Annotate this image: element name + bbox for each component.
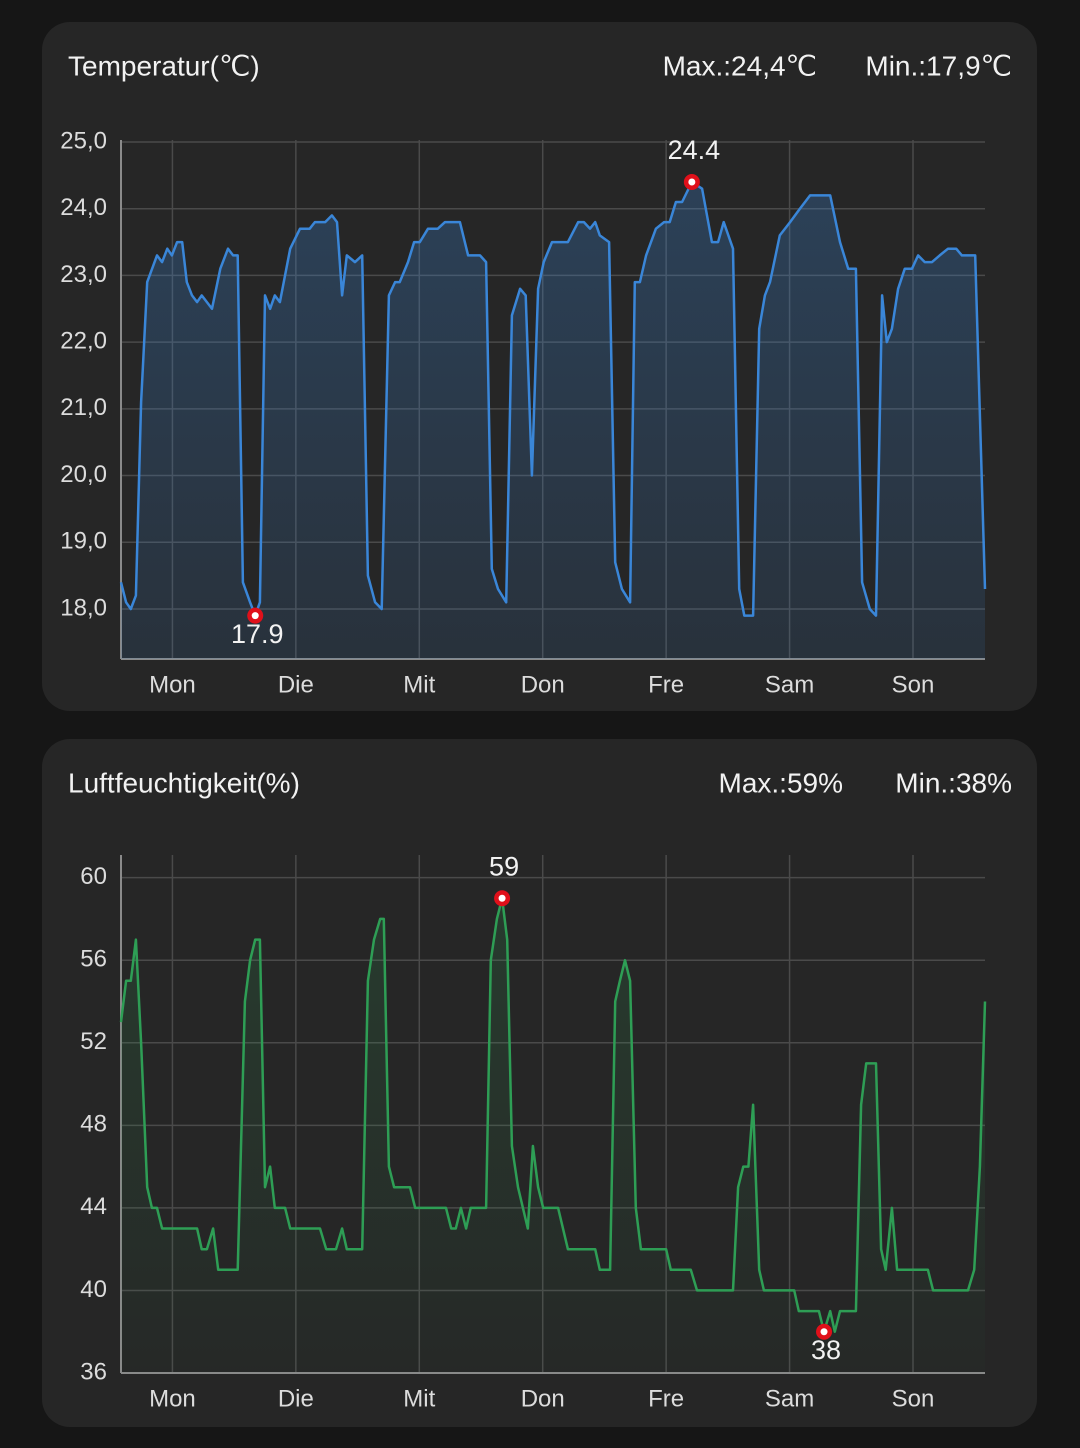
x-tick-label: Son: [892, 671, 935, 698]
y-tick-label: 18,0: [60, 594, 107, 621]
extreme-label: 38: [811, 1335, 841, 1365]
marker-center: [820, 1328, 828, 1336]
max-label: Max.:24,4℃: [663, 50, 817, 81]
x-tick-label: Don: [521, 671, 565, 698]
line: [119, 897, 987, 1333]
y-tick-label: 56: [80, 946, 107, 973]
min-label: Min.:38%: [895, 767, 1012, 798]
marker-center: [498, 894, 506, 902]
y-tick-label: 23,0: [60, 261, 107, 288]
area: [121, 182, 985, 659]
y-tick-label: 21,0: [60, 394, 107, 421]
x-tick-label: Fre: [648, 1385, 684, 1412]
y-tick-label: 60: [80, 863, 107, 890]
max-label: Max.:59%: [719, 767, 844, 798]
y-tick-label: 22,0: [60, 327, 107, 354]
x-tick-label: Die: [278, 1385, 314, 1412]
y-tick-label: 20,0: [60, 461, 107, 488]
y-tick-label: 44: [80, 1193, 107, 1220]
min-label: Min.:17,9℃: [865, 50, 1012, 81]
marker-center: [688, 178, 696, 186]
x-tick-label: Mit: [403, 1385, 435, 1412]
extreme-label: 59: [489, 851, 519, 881]
chart-title: Luftfeuchtigkeit(%): [68, 767, 300, 798]
y-tick-label: 36: [80, 1358, 107, 1385]
y-tick-label: 24,0: [60, 194, 107, 221]
x-tick-label: Die: [278, 671, 314, 698]
extreme-label: 17.9: [231, 619, 284, 649]
chart-title: Temperatur(℃): [68, 50, 260, 81]
extreme-label: 24.4: [668, 135, 721, 165]
line: [119, 180, 987, 617]
y-tick-label: 25,0: [60, 127, 107, 154]
x-tick-label: Fre: [648, 671, 684, 698]
x-tick-label: Mon: [149, 671, 196, 698]
marker-center: [251, 612, 259, 620]
area: [121, 898, 985, 1373]
x-tick-label: Mon: [149, 1385, 196, 1412]
y-tick-label: 48: [80, 1111, 107, 1138]
y-tick-label: 52: [80, 1028, 107, 1055]
y-tick-label: 19,0: [60, 528, 107, 555]
x-tick-label: Sam: [765, 1385, 814, 1412]
y-tick-label: 40: [80, 1276, 107, 1303]
x-tick-label: Son: [892, 1385, 935, 1412]
x-tick-label: Mit: [403, 671, 435, 698]
x-tick-label: Don: [521, 1385, 565, 1412]
x-tick-label: Sam: [765, 671, 814, 698]
